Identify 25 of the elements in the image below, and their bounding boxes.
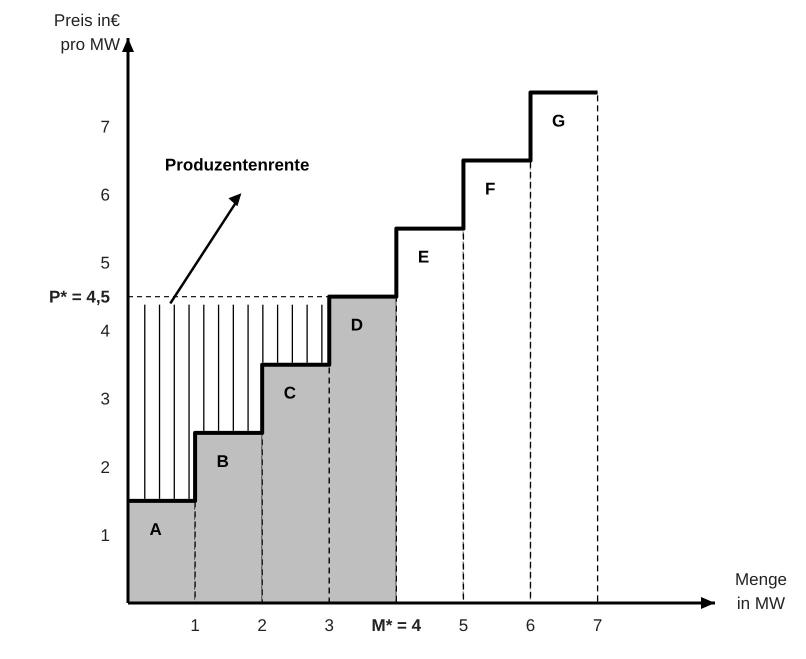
x-tick-label: 6	[526, 616, 536, 635]
x-tick-label: 2	[257, 616, 267, 635]
data-label: B	[216, 452, 229, 471]
x-tick-label: 1	[190, 616, 200, 635]
y-tick-label: 2	[100, 458, 110, 477]
data-label: F	[484, 180, 496, 199]
y-tick-label: 1	[100, 526, 110, 545]
y-tick-label: 5	[100, 254, 110, 273]
y-tick-label: 6	[100, 186, 110, 205]
data-label: C	[284, 384, 296, 403]
data-label: D	[350, 316, 364, 335]
x-tick-label: 5	[458, 616, 468, 635]
x-tick-label: M* = 4	[372, 616, 422, 635]
data-label: G	[552, 111, 566, 130]
data-label: E	[418, 248, 430, 267]
x-axis-title: Menge in MW	[735, 570, 787, 613]
y-tick-label: P* = 4,5	[49, 288, 110, 307]
x-tick-label: 3	[324, 616, 334, 635]
y-tick-label: 3	[100, 390, 110, 409]
annotation: Produzentenrente	[164, 156, 310, 175]
y-axis-title: Preis in€ pro MW	[54, 11, 121, 54]
x-tick-label: 7	[592, 616, 602, 635]
data-label: A	[150, 520, 162, 539]
y-tick-label: 7	[100, 117, 110, 136]
y-tick-label: 4	[100, 322, 110, 341]
